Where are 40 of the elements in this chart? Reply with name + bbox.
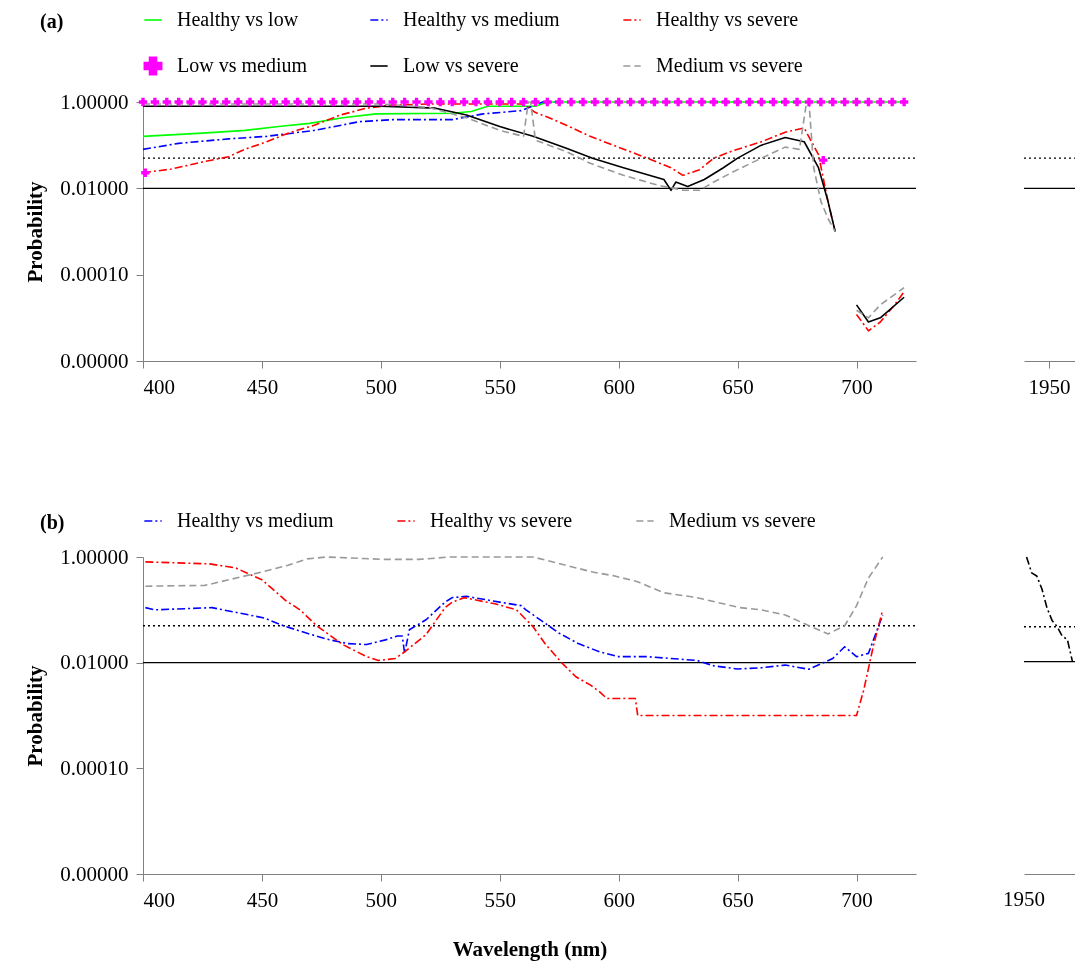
legend-label: Healthy vs severe [430,509,573,532]
legend-label: Healthy vs low [177,8,299,31]
x-tick-label: 1950 [1028,374,1071,399]
y-tick-label: 1.00000 [60,89,129,114]
x-tick-label: 450 [246,887,279,912]
y-tick-label: 0.00010 [60,755,129,780]
x-tick-label: 700 [841,887,873,912]
x-tick-label: 400 [143,887,175,912]
legend-label: Healthy vs severe [656,8,799,31]
y-tick-label: 0.00000 [60,861,129,886]
x-tick-label: 700 [841,374,873,399]
legend-label: Low vs severe [403,54,519,76]
line-series [144,561,884,717]
legend-label: Healthy vs medium [177,509,335,532]
x-tick-label: 650 [722,887,754,912]
y-axis-title: Probability [23,664,48,767]
x-tick-label: 600 [603,887,635,912]
x-tick-label: 500 [365,374,398,399]
line-series [144,556,884,635]
x-tick-label: 400 [143,374,175,399]
legend-label: Healthy vs medium [403,8,561,31]
y-tick-label: 0.01000 [60,175,129,200]
y-tick-label: 0.00010 [60,262,129,287]
legend-label: Medium vs severe [669,509,816,531]
chart-title: (b) [40,511,65,534]
y-tick-label: 1.00000 [60,544,129,569]
chart-title: (a) [40,10,64,33]
x-tick-label: 600 [603,374,635,399]
y-tick-label: 0.01000 [60,650,129,675]
x-tick-label: 650 [722,374,754,399]
y-tick-label: 0.00000 [60,348,129,373]
legend-label: Low vs medium [177,54,308,76]
legend-label: Medium vs severe [656,54,803,76]
x-tick-label: 550 [484,374,517,399]
x-tick-label: 550 [484,887,517,912]
y-axis-title: Probability [23,180,48,283]
x-axis-title: Wavelength (nm) [452,936,608,961]
x-tick-label: 500 [365,887,398,912]
line-series [144,595,884,671]
x-tick-label: 450 [246,374,279,399]
